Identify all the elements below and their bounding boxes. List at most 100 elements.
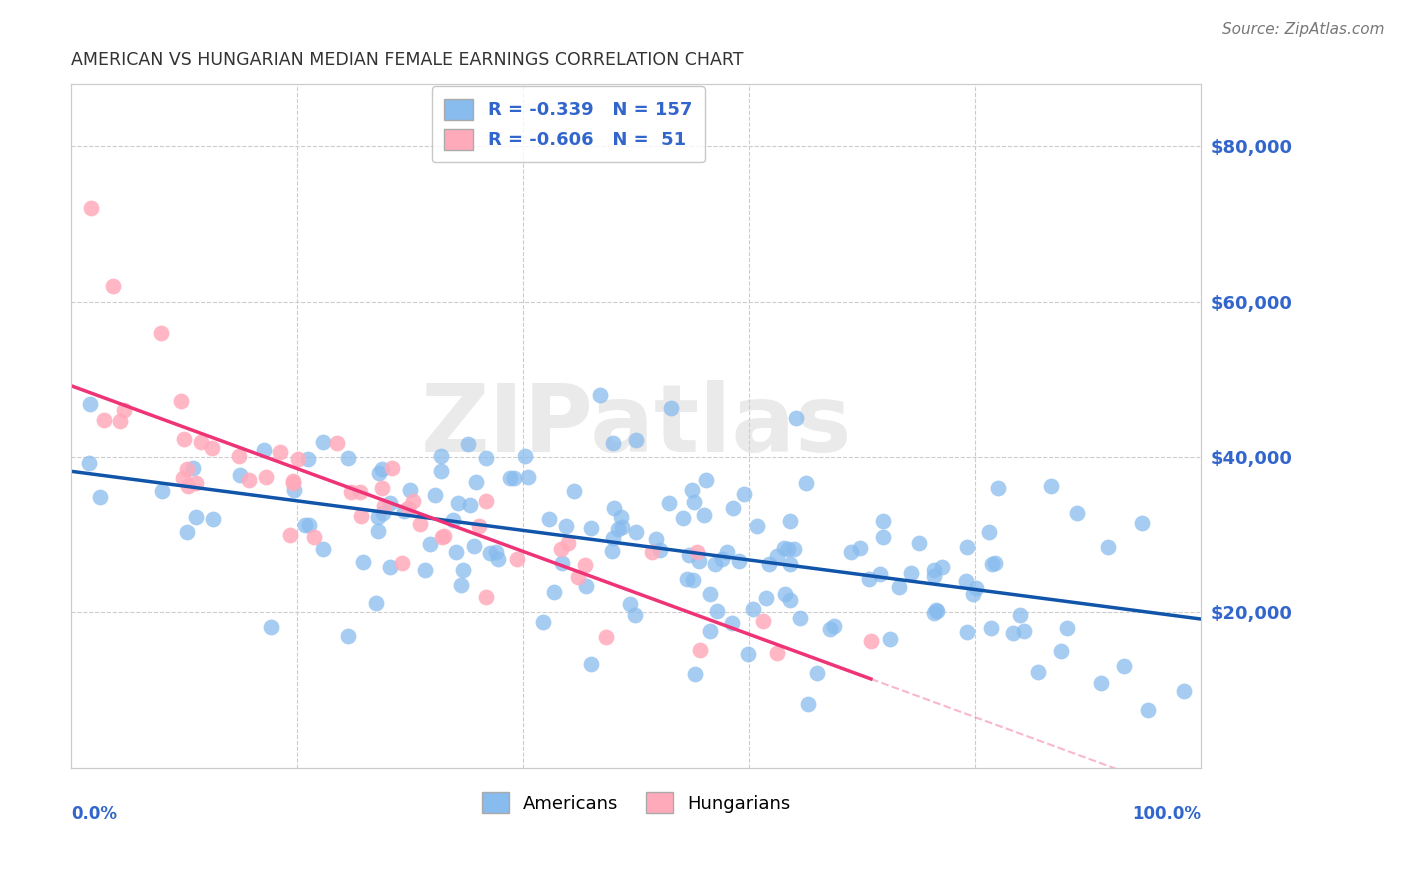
Point <box>987 481 1010 495</box>
Point <box>772 541 794 555</box>
Point <box>879 632 901 646</box>
Point <box>733 487 755 501</box>
Point <box>610 510 633 524</box>
Point <box>177 478 200 492</box>
Point <box>1008 608 1031 623</box>
Point <box>312 542 335 557</box>
Point <box>710 551 733 566</box>
Point <box>409 516 432 531</box>
Point <box>380 496 402 510</box>
Point <box>551 556 574 570</box>
Point <box>567 570 589 584</box>
Point <box>675 572 697 586</box>
Point <box>283 474 305 488</box>
Text: AMERICAN VS HUNGARIAN MEDIAN FEMALE EARNINGS CORRELATION CHART: AMERICAN VS HUNGARIAN MEDIAN FEMALE EARN… <box>72 51 744 69</box>
Point <box>779 514 801 528</box>
Point <box>699 587 721 601</box>
Point <box>281 475 304 490</box>
Point <box>600 544 623 558</box>
Point <box>499 471 522 485</box>
Point <box>908 536 931 550</box>
Point <box>650 542 672 557</box>
Point <box>574 558 596 572</box>
Point <box>457 437 479 451</box>
Point <box>297 452 319 467</box>
Point <box>755 591 778 606</box>
Point <box>869 567 891 582</box>
Point <box>872 531 894 545</box>
Point <box>475 451 498 466</box>
Point <box>260 620 283 634</box>
Point <box>922 606 945 620</box>
Point <box>184 475 207 490</box>
Point <box>579 657 602 672</box>
Point <box>1056 621 1078 635</box>
Point <box>531 615 554 630</box>
Point <box>294 518 316 533</box>
Point <box>704 558 727 572</box>
Point <box>872 514 894 528</box>
Point <box>419 537 441 551</box>
Text: 0.0%: 0.0% <box>72 805 117 823</box>
Point <box>458 498 481 512</box>
Point <box>745 519 768 533</box>
Point <box>956 540 979 554</box>
Point <box>721 616 744 631</box>
Point <box>396 500 419 515</box>
Point <box>579 521 602 535</box>
Point <box>486 552 509 566</box>
Point <box>516 470 538 484</box>
Point <box>641 545 664 559</box>
Point <box>433 529 456 543</box>
Point <box>1040 479 1063 493</box>
Point <box>450 578 472 592</box>
Point <box>229 467 252 482</box>
Point <box>773 586 796 600</box>
Point <box>478 545 501 559</box>
Point <box>980 621 1002 635</box>
Point <box>689 642 711 657</box>
Point <box>1173 683 1195 698</box>
Point <box>80 202 103 216</box>
Point <box>550 542 572 557</box>
Point <box>806 665 828 680</box>
Point <box>1130 516 1153 531</box>
Point <box>173 432 195 446</box>
Point <box>610 520 633 534</box>
Point <box>399 483 422 497</box>
Point <box>925 602 948 616</box>
Point <box>555 519 578 533</box>
Point <box>352 555 374 569</box>
Point <box>371 481 394 495</box>
Point <box>645 532 668 546</box>
Point <box>181 460 204 475</box>
Point <box>150 326 173 340</box>
Point <box>430 464 453 478</box>
Point <box>965 581 987 595</box>
Point <box>423 488 446 502</box>
Point <box>176 524 198 539</box>
Point <box>89 491 111 505</box>
Point <box>706 604 728 618</box>
Point <box>1026 665 1049 679</box>
Point <box>683 667 706 681</box>
Point <box>955 574 977 589</box>
Point <box>93 413 115 427</box>
Point <box>752 614 775 628</box>
Point <box>575 579 598 593</box>
Point <box>503 471 526 485</box>
Point <box>624 608 647 623</box>
Point <box>727 554 749 568</box>
Point <box>373 499 395 513</box>
Point <box>413 563 436 577</box>
Point <box>269 445 291 459</box>
Point <box>441 513 464 527</box>
Point <box>238 473 260 487</box>
Point <box>682 573 704 587</box>
Text: Source: ZipAtlas.com: Source: ZipAtlas.com <box>1222 22 1385 37</box>
Point <box>402 494 425 508</box>
Point <box>766 646 789 660</box>
Point <box>858 572 880 586</box>
Point <box>818 622 841 636</box>
Point <box>484 545 506 559</box>
